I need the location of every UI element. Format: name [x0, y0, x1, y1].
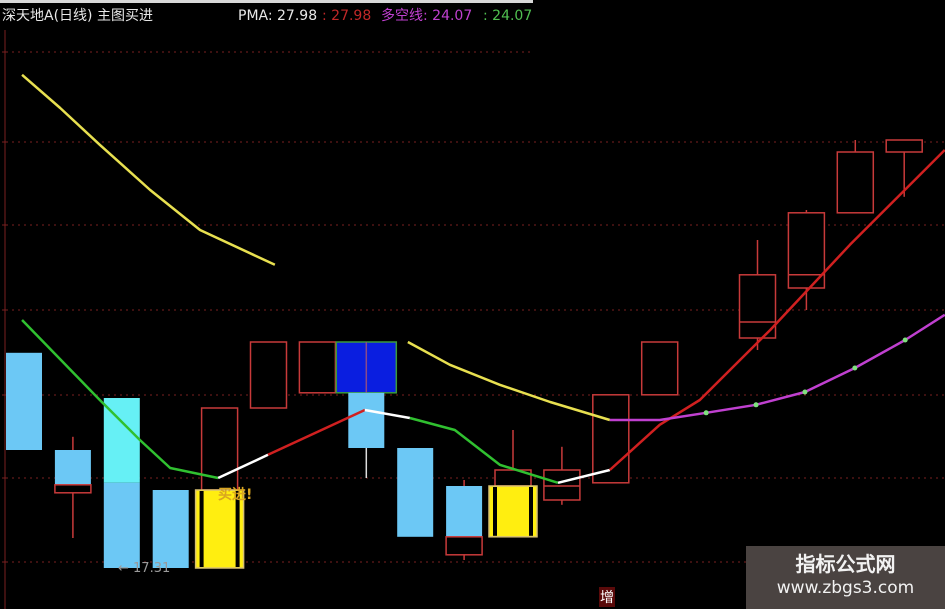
pma-label: PMA: 27.98 — [238, 8, 318, 24]
candle-body-up — [54, 484, 92, 494]
increase-marker: 增 — [599, 587, 615, 607]
candle-body-up — [445, 536, 483, 556]
candle-body-up — [836, 151, 875, 214]
indicator-line-pma-yellow — [21, 73, 276, 266]
candle-body-up — [885, 139, 923, 153]
candle-body-down — [397, 448, 434, 537]
candle-body-strip — [529, 487, 533, 536]
candle-body-down — [103, 482, 140, 568]
indicator-dot — [753, 402, 759, 408]
chart-header: 深天地A(日线) 主图买进 PMA: 27.98 : 27.98 多空线: 24… — [0, 5, 540, 27]
indicator-line-line-white — [217, 453, 269, 480]
candle-body-down — [348, 392, 385, 448]
indicator-line-line-magenta — [609, 313, 945, 422]
candle-body-strip — [235, 491, 240, 567]
indicator-line-line-green — [409, 416, 559, 484]
candle-body-down — [152, 490, 189, 568]
top-strip — [0, 0, 533, 3]
indicator-dot — [802, 389, 808, 395]
low-price-marker: ← 17.31 — [118, 561, 171, 576]
candle-body-strip — [199, 491, 204, 567]
chart-title: 深天地A(日线) 主图买进 — [2, 8, 153, 24]
duokong-value: : 24.07 — [483, 8, 533, 24]
duokong-label: 多空线: 24.07 — [381, 8, 473, 24]
candle-body-up — [249, 341, 288, 409]
candle-body-cyan — [103, 398, 140, 483]
indicator-dot — [902, 337, 908, 343]
candle-body-up — [298, 341, 337, 394]
candle-body-down — [6, 352, 42, 450]
pma-value: : 27.98 — [322, 8, 372, 24]
indicator-line-line-red — [267, 408, 366, 456]
candle-body-down — [446, 486, 483, 537]
candle-body-up — [543, 469, 581, 501]
indicator-line-line-white — [557, 468, 611, 485]
indicator-line-line-white — [364, 408, 411, 420]
indicator-dot — [703, 410, 709, 416]
watermark-url: www.zbgs3.com — [776, 578, 915, 598]
candle-body-down — [54, 450, 91, 485]
candle-body-up — [640, 341, 679, 396]
indicator-dot — [852, 365, 858, 371]
indicator-line-line-green — [21, 319, 219, 480]
candle-body-up — [738, 274, 777, 339]
indicator-line-line-red — [608, 149, 945, 471]
watermark-title: 指标公式网 — [795, 552, 896, 576]
candle-body-strip — [493, 487, 497, 536]
indicator-line-pma-yellow — [407, 340, 611, 422]
buy-signal-label: 买进! — [218, 487, 253, 503]
watermark: 指标公式网 www.zbgs3.com — [746, 546, 945, 609]
